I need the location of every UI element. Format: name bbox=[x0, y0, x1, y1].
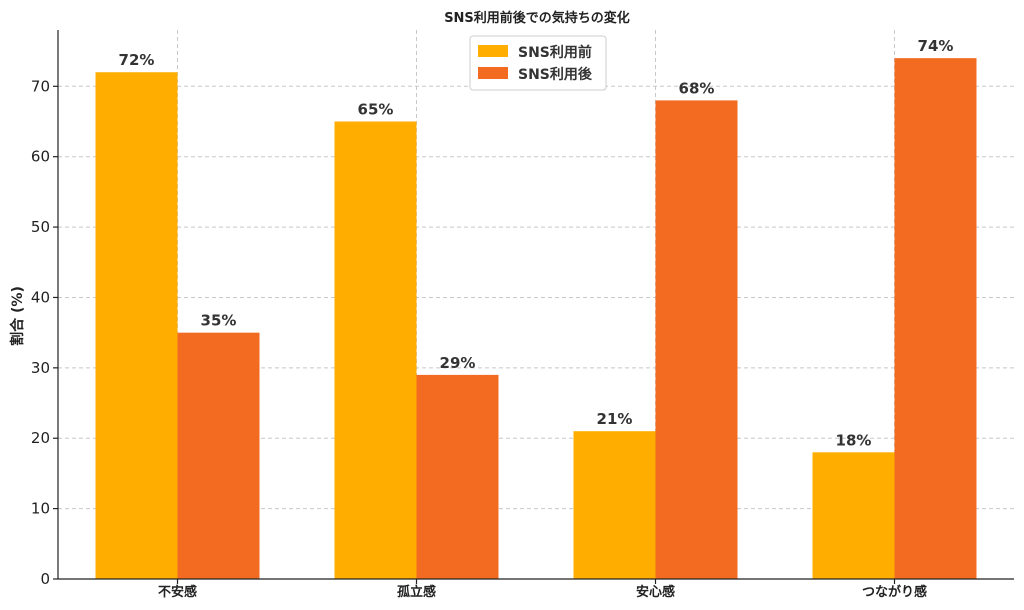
y-tick-label: 60 bbox=[31, 148, 50, 166]
bar-before bbox=[573, 431, 656, 579]
data-label: 74% bbox=[918, 37, 954, 55]
data-label: 21% bbox=[597, 410, 633, 428]
y-tick-label: 0 bbox=[40, 570, 50, 588]
x-tick-label: 不安感 bbox=[158, 584, 197, 600]
bar-after bbox=[655, 100, 738, 579]
bar-before bbox=[812, 452, 895, 579]
data-label: 18% bbox=[836, 431, 872, 449]
legend-label: SNS利用前 bbox=[518, 44, 592, 61]
data-label: 35% bbox=[201, 312, 237, 330]
legend: SNS利用前 SNS利用後 bbox=[469, 35, 607, 91]
y-tick-label: 20 bbox=[31, 429, 50, 447]
data-label: 72% bbox=[119, 51, 155, 69]
tick-labels: 0 10 20 30 40 50 60 70 不安感 孤立感 安心感 つながり感 bbox=[31, 77, 927, 600]
data-label: 65% bbox=[358, 101, 394, 119]
bar-before bbox=[334, 121, 417, 579]
bars bbox=[95, 58, 977, 579]
data-label: 68% bbox=[679, 79, 715, 97]
x-tick-label: つながり感 bbox=[862, 584, 927, 600]
data-labels: 72% 65% 21% 18% 35% 29% 68% 74% bbox=[119, 37, 954, 449]
legend-label: SNS利用後 bbox=[518, 66, 593, 83]
legend-swatch bbox=[478, 45, 508, 57]
y-tick-label: 50 bbox=[31, 218, 50, 236]
y-axis-label: 割合 (%) bbox=[9, 286, 26, 346]
legend-swatch bbox=[478, 67, 508, 79]
x-tick-label: 安心感 bbox=[636, 584, 675, 600]
x-tick-label: 孤立感 bbox=[397, 584, 436, 600]
y-tick-label: 70 bbox=[31, 77, 50, 95]
bar-before bbox=[95, 72, 178, 579]
bar-after bbox=[416, 374, 499, 579]
y-tick-label: 10 bbox=[31, 500, 50, 518]
data-label: 29% bbox=[440, 354, 476, 372]
axes bbox=[53, 30, 1014, 584]
bar-after bbox=[177, 332, 260, 579]
chart-title: SNS利用前後での気持ちの変化 bbox=[444, 10, 630, 26]
bar-after bbox=[894, 58, 977, 579]
y-tick-label: 30 bbox=[31, 359, 50, 377]
y-tick-label: 40 bbox=[31, 288, 50, 306]
